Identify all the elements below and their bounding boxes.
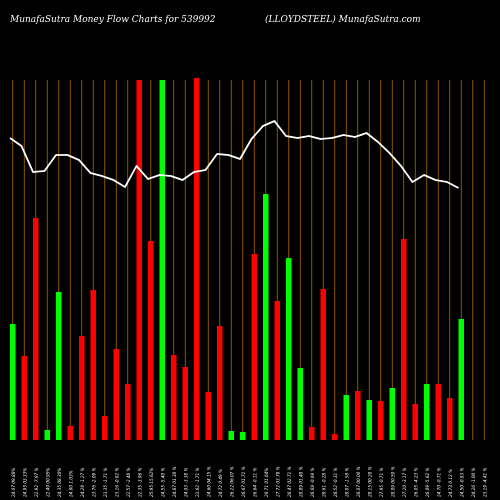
price-line [9,120,459,189]
bar [332,434,338,440]
x-tick-label: 25.95 15.62% [149,468,154,497]
bar [378,401,384,440]
bar [33,218,39,440]
x-tick-label: 22.57 -2.48 % [126,468,131,497]
x-tick-label: 28.69 -0.69 % [310,468,315,497]
bar [194,78,200,440]
x-tick-label: 24.60 04.15 % [206,466,211,497]
bar [389,388,395,440]
bar [424,384,430,440]
x-tick-label: 22.49 00.95% [45,468,50,497]
x-tick-label: 22.92 -7.97 % [34,468,39,497]
x-tick-label: 26.67 01.72 % [241,466,246,497]
bar [435,384,441,440]
bar [355,391,361,440]
x-tick-label: 26.22 06.07 % [229,466,234,497]
bar [366,400,372,440]
x-tick-label: 26.05 -4.23 % [413,468,418,497]
bar [44,430,50,440]
bar [159,80,165,440]
x-tick-label: 26.64 -0.11 % [252,468,257,497]
bar [182,367,188,440]
bar [309,427,315,440]
bar [274,301,280,440]
x-tick-label: 24.55 -5.40 % [160,468,165,497]
price-line-path [9,120,459,189]
bar [21,356,27,440]
x-tick-label: 24.35 08.30% [57,468,62,497]
x-tick-label: 23.35 -1.71 % [103,468,108,497]
x-tick-label: 28.89 01.48 % [298,466,303,497]
x-tick-label: 28.07 00.00 % [356,466,361,497]
x-tick-label: 27.95 -0.71 % [379,468,384,497]
bar [263,194,269,440]
x-tick-label: 22.35 -3.96 % [137,468,142,497]
chart-title: MunafaSutra Money Flow Charts for 539992 [10,15,216,25]
x-tick-label: 24.70 -0.71 % [436,468,441,497]
bar [136,80,142,440]
x-tick-label: 23.62 -1.71 % [195,468,200,497]
x-tick-label: 24.03 -3.38 % [183,468,188,497]
bars [10,78,464,440]
x-tick-label: 28.47 02.71 % [287,466,292,497]
x-tick-label: 24.29 -1.27 % [80,468,85,497]
x-tick-label: 24.26 -1.00 % [471,468,476,497]
bar [228,431,234,440]
bar [67,426,73,440]
bar [102,416,108,440]
x-tick-label: 28.07 -1.58 % [344,468,349,497]
x-tick-label: 26.71 01.64% [264,468,269,497]
x-tick-label: 24.95 03.33% [22,468,27,497]
bar [297,368,303,440]
x-tick-label: 24.73 0.12 % [448,469,453,497]
bar [458,319,464,440]
bar [401,239,407,440]
x-tick-label: 28.61 -0.28 % [321,468,326,497]
x-tick-label: 27.20 -3.17 % [402,468,407,497]
x-tick-label: 26.09 -5.62 % [425,468,430,497]
x-tick-label: 28.15 00.28 % [367,466,372,497]
bar [113,349,119,440]
bar [343,395,349,440]
chart-subtitle: (LLOYDSTEEL) MunafaSutra.com [265,15,421,25]
bar [320,289,326,440]
x-tick-label: 24.87 01.30 % [172,466,177,497]
bar [125,384,131,440]
x-tick-label: 24.07 09.88% [11,468,16,497]
x-tick-labels: 24.07 09.88% 24.95 03.33% 22.92 -7.97 % 22.… [11,466,488,497]
bar [412,404,418,440]
x-tick-label: 24.50 -0.93 % [459,468,464,497]
x-tick-label: 23.76 -2.09 % [91,468,96,497]
bar [217,326,223,440]
x-tick-label: 27.72 03.78 % [275,466,280,497]
bar [171,355,177,440]
bar [148,241,154,440]
x-tick-label: 23.19 -4.41 % [482,468,487,497]
x-tick-label: 23.16 -0.82 % [114,468,119,497]
bar [286,258,292,440]
bar [251,254,257,440]
bar [10,324,16,440]
bar [447,398,453,440]
bar [205,392,211,440]
bar [79,336,85,440]
bar [56,292,62,440]
bar [240,432,246,440]
x-tick-label: 28.52 -0.31 % [333,468,338,497]
x-tick-label: 24.72 0.49 % [218,469,223,497]
x-tick-label: 24.60 1.03% [68,470,73,497]
bar [90,290,96,440]
x-tick-label: 28.09 00.50 % [390,466,395,497]
